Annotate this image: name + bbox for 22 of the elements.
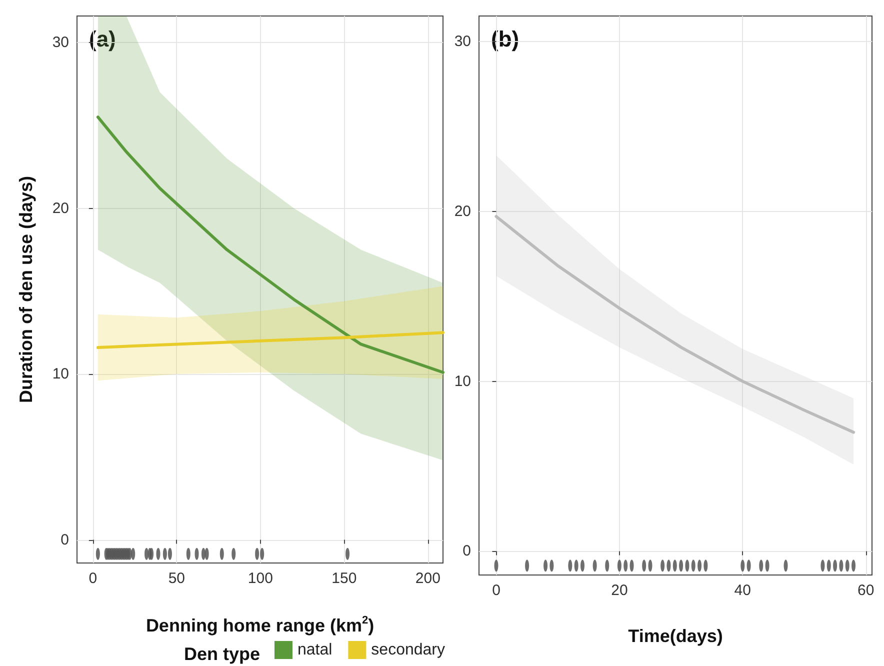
x-tick-label: 20 xyxy=(611,582,628,599)
legend-label: secondary xyxy=(371,642,446,658)
x-tick-label: 0 xyxy=(88,570,98,587)
x-axis-title: Time(days) xyxy=(628,626,723,646)
x-tick-label: 0 xyxy=(492,582,500,599)
x-tick-label: 60 xyxy=(857,582,874,599)
y-tick-label: 10 xyxy=(52,366,69,383)
y-tick-label: 30 xyxy=(52,34,69,52)
y-tick-label: 30 xyxy=(454,32,471,50)
y-tick-label: 20 xyxy=(52,200,69,217)
x-tick-label: 150 xyxy=(332,570,357,587)
x-tick-label: 50 xyxy=(168,570,186,587)
x-tick-label: 40 xyxy=(734,582,751,599)
legend-label: natal xyxy=(297,642,332,658)
y-axis-title: Duration of den use (days) xyxy=(16,176,36,404)
legend-title: Den type xyxy=(184,644,260,664)
x-tick-label: 200 xyxy=(415,570,440,587)
y-tick-label: 0 xyxy=(60,531,69,548)
y-tick-label: 0 xyxy=(462,542,471,560)
x-tick-label: 100 xyxy=(248,570,273,587)
y-tick-label: 10 xyxy=(454,372,471,390)
y-tick-label: 20 xyxy=(454,202,471,220)
